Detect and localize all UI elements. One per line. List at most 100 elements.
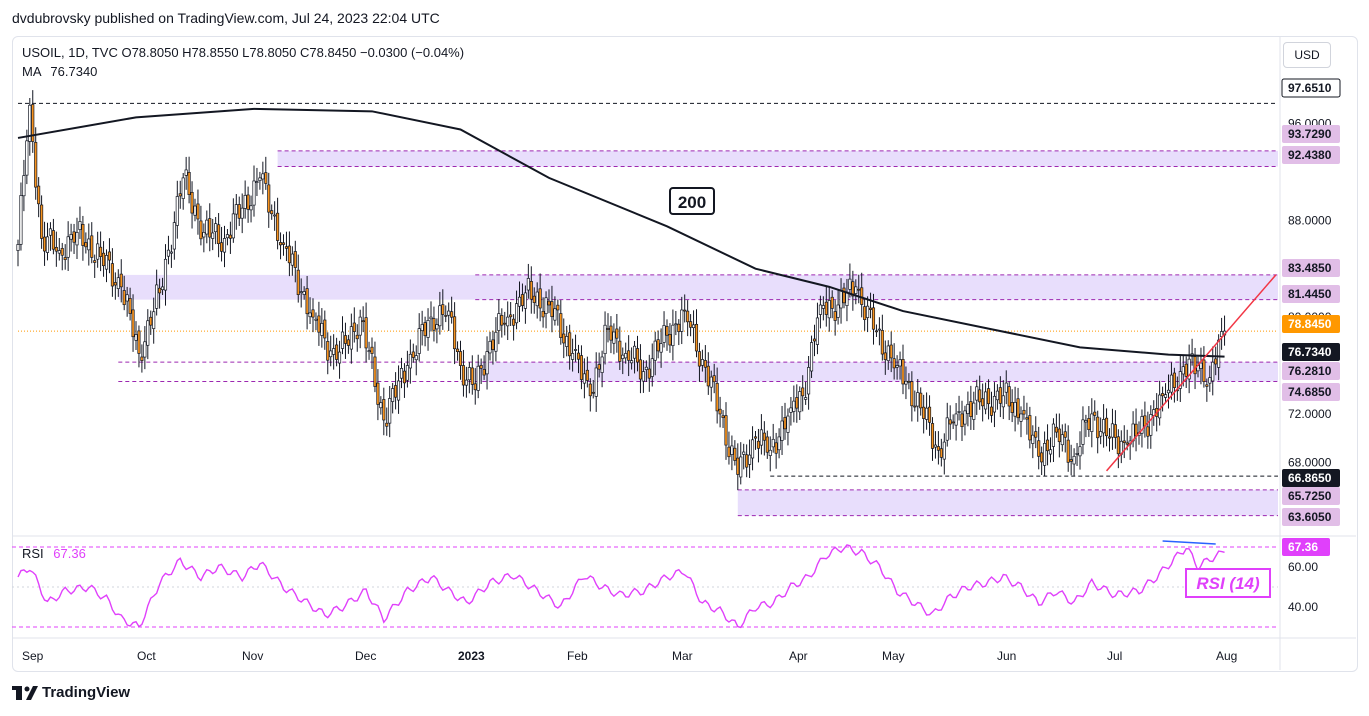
candle-body xyxy=(1140,416,1144,434)
candle-body xyxy=(854,286,858,294)
candle-body xyxy=(998,387,1002,404)
time-tick-label: Aug xyxy=(1216,649,1237,663)
candle-body xyxy=(1107,436,1112,439)
candle-body xyxy=(520,294,525,306)
candle-body xyxy=(450,311,454,318)
candle-body xyxy=(1208,377,1212,384)
candle-body xyxy=(721,415,725,418)
candle-body xyxy=(509,314,513,318)
candle-body xyxy=(343,335,348,344)
candle-body xyxy=(925,407,929,420)
support-resistance-zones xyxy=(118,150,1278,516)
candle-body xyxy=(901,359,905,385)
price-badge-label: 78.8450 xyxy=(1288,317,1332,331)
price-badge xyxy=(1282,508,1340,526)
price-badge xyxy=(1282,362,1340,380)
zone-band xyxy=(277,150,1278,167)
candle-body xyxy=(417,328,421,354)
price-axis-badges: 97.6510 93.7290 92.4380 83.4850 81.4450 78.84… xyxy=(1281,78,1341,556)
candle-body xyxy=(942,441,946,460)
candle-body xyxy=(868,307,873,310)
candle-body xyxy=(287,245,291,264)
rsi-pane xyxy=(12,540,1278,629)
ma-value: 76.7340 xyxy=(50,64,98,79)
chart-panel[interactable] xyxy=(12,36,1358,672)
symbol-legend[interactable]: USOIL, 1D, TVC O78.8050 H78.8550 L78.805… xyxy=(22,45,464,60)
candle-body xyxy=(635,348,640,363)
candle-body xyxy=(293,251,297,268)
candle-body xyxy=(571,353,575,360)
currency-button[interactable]: USD xyxy=(1283,42,1331,68)
candle-body xyxy=(526,278,530,291)
candle-body xyxy=(860,287,864,305)
candle-body xyxy=(134,334,138,341)
candle-body xyxy=(506,316,510,327)
candle-body xyxy=(1004,382,1008,393)
candle-body xyxy=(169,251,173,254)
candle-body xyxy=(456,348,460,353)
candle-body xyxy=(975,386,979,401)
candle-body xyxy=(1163,394,1168,398)
candle-body xyxy=(910,381,914,407)
candle-body xyxy=(1054,426,1058,433)
candle-body xyxy=(476,365,480,391)
candle-body xyxy=(792,400,796,412)
rsi-title-label: RSI (14) xyxy=(1196,574,1260,593)
candle-body xyxy=(131,309,135,338)
candle-body xyxy=(161,286,165,291)
candle-body xyxy=(87,238,91,251)
candle-body xyxy=(700,359,704,366)
candle-body xyxy=(1051,423,1056,447)
candle-body xyxy=(429,316,433,320)
candle-body xyxy=(963,410,967,425)
candle-body xyxy=(830,296,834,309)
candle-body xyxy=(650,358,654,377)
candle-body xyxy=(190,191,194,214)
price-badge xyxy=(1281,78,1341,98)
rsi-badge xyxy=(1282,538,1330,556)
candle-body xyxy=(553,308,557,321)
candle-body xyxy=(565,336,569,347)
candle-body xyxy=(411,351,415,358)
footer-brand: TradingView xyxy=(12,684,130,701)
candle-body xyxy=(255,181,259,183)
price-badge xyxy=(1282,125,1340,143)
price-badge-label: 81.4450 xyxy=(1288,287,1332,301)
candle-body xyxy=(175,196,179,226)
candle-body xyxy=(585,369,589,381)
rsi-label: RSI xyxy=(22,546,44,561)
candle-body xyxy=(783,417,787,430)
candle-body xyxy=(632,345,637,359)
candle-body xyxy=(597,364,601,370)
candle-body xyxy=(187,172,191,196)
candle-body xyxy=(323,319,327,339)
rsi-tick-label: 60.00 xyxy=(1288,560,1318,574)
candle-body xyxy=(326,341,330,361)
candle-body xyxy=(405,365,409,381)
candle-body xyxy=(1063,431,1067,438)
candle-body xyxy=(128,298,132,314)
candle-body xyxy=(809,342,814,372)
candle-body xyxy=(727,446,731,458)
candle-body xyxy=(780,420,784,441)
candle-body xyxy=(1211,361,1215,382)
candle-body xyxy=(48,228,53,236)
candle-body xyxy=(332,348,336,355)
candle-body xyxy=(1161,393,1165,397)
candle-body xyxy=(842,287,846,304)
candle-body xyxy=(116,277,120,289)
candle-body xyxy=(228,234,232,239)
price-badge xyxy=(1282,146,1340,164)
candle-body xyxy=(51,230,55,250)
candle-body xyxy=(317,315,321,333)
candle-body xyxy=(801,387,805,397)
candle-body xyxy=(1104,417,1109,437)
candle-body xyxy=(464,379,468,386)
tradingview-logo-icon xyxy=(12,685,38,700)
moving-average-line xyxy=(17,107,1225,358)
ma-legend[interactable]: MA 76.7340 xyxy=(22,64,97,79)
candle-body xyxy=(193,205,197,216)
rsi-line xyxy=(17,544,1225,629)
rsi-legend[interactable]: RSI 67.36 xyxy=(22,546,86,561)
